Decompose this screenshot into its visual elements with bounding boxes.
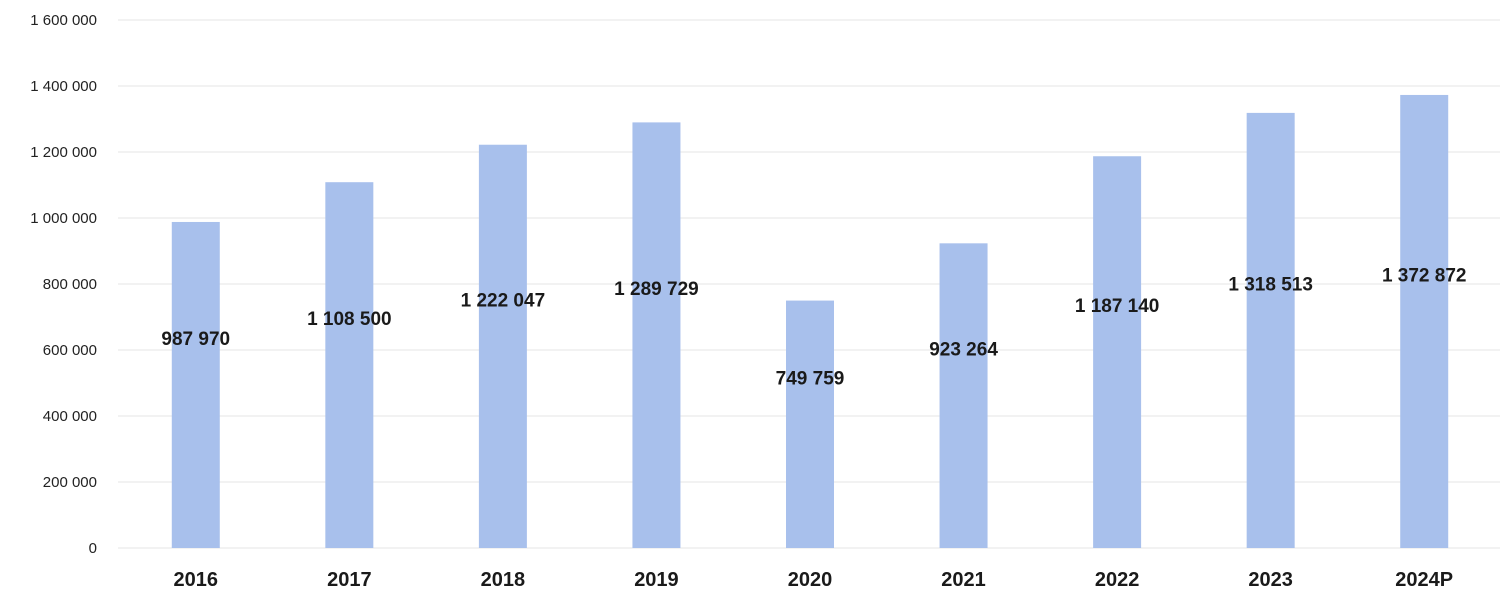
bar <box>1400 94 1449 548</box>
x-axis-tick-labels: 2016 2017 2018 2019 2020 2021 2022 2023 2024P <box>174 569 1454 591</box>
y-tick-label: 800 000 <box>43 276 97 293</box>
data-label: 1 318 513 <box>1228 274 1313 295</box>
x-tick-label: 2024P <box>1395 569 1453 591</box>
y-tick-label: 0 <box>89 540 97 557</box>
data-label: 1 108 500 <box>307 309 392 330</box>
data-label: 923 264 <box>929 340 998 361</box>
y-axis-tick-labels: 0 200 000 400 000 600 000 800 000 1 000 000 1 … <box>30 12 97 557</box>
x-tick-label: 2017 <box>327 569 372 591</box>
y-tick-label: 600 000 <box>43 342 97 359</box>
data-label: 987 970 <box>161 329 230 350</box>
bar <box>1093 156 1142 548</box>
x-tick-label: 2016 <box>174 569 219 591</box>
bar <box>325 182 374 548</box>
data-labels: 987 970 1 108 500 1 222 047 1 289 729 749 75… <box>161 265 1466 389</box>
data-label: 1 187 140 <box>1075 296 1160 317</box>
y-tick-label: 400 000 <box>43 408 97 425</box>
bar <box>939 243 988 548</box>
bar <box>786 300 834 548</box>
data-label: 1 222 047 <box>461 290 546 311</box>
data-label: 1 289 729 <box>614 279 699 300</box>
x-tick-label: 2020 <box>788 569 833 591</box>
x-tick-label: 2019 <box>634 569 679 591</box>
y-tick-label: 1 200 000 <box>30 144 97 161</box>
data-label: 1 372 872 <box>1382 265 1467 286</box>
data-label: 749 759 <box>776 368 845 389</box>
y-tick-label: 1 600 000 <box>30 12 97 29</box>
bar <box>478 144 527 548</box>
y-tick-label: 1 000 000 <box>30 210 97 227</box>
y-tick-label: 200 000 <box>43 474 97 491</box>
x-tick-label: 2021 <box>941 569 986 591</box>
y-tick-label: 1 400 000 <box>30 78 97 95</box>
bar <box>1246 112 1295 548</box>
bar <box>171 221 220 548</box>
bars <box>171 94 1449 548</box>
bar <box>632 122 681 548</box>
x-tick-label: 2018 <box>481 569 526 591</box>
x-tick-label: 2023 <box>1248 569 1293 591</box>
x-tick-label: 2022 <box>1095 569 1140 591</box>
